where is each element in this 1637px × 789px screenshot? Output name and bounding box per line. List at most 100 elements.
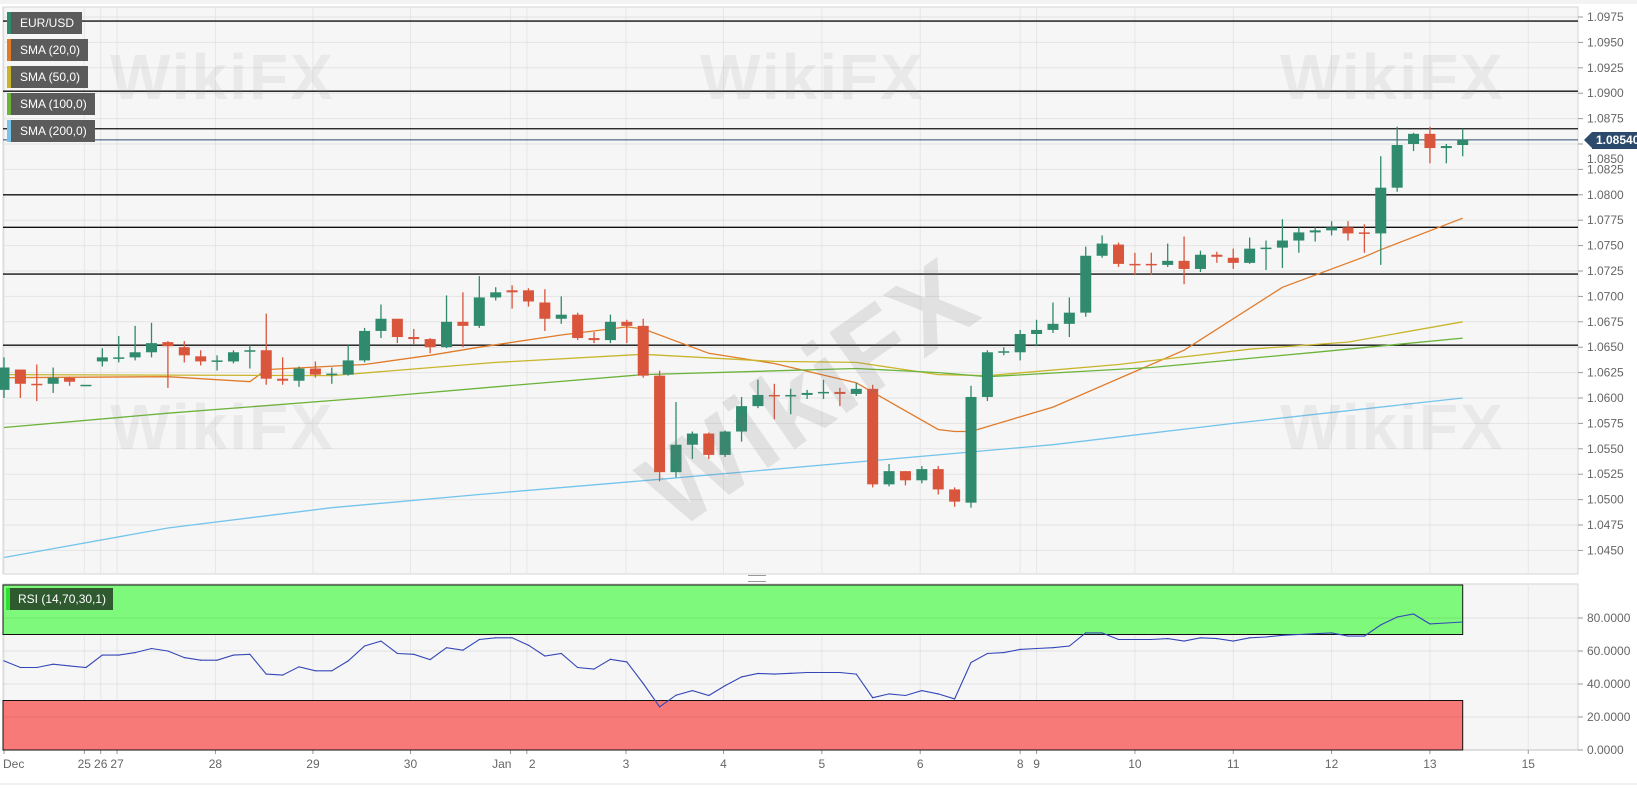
x-tick-label: 5: [819, 757, 826, 771]
rsi-point: [314, 670, 317, 672]
rsi-point: [363, 645, 366, 647]
rsi-point: [839, 671, 841, 674]
rsi-point: [1396, 616, 1398, 618]
candle-down: [31, 383, 43, 386]
legend-sma-200[interactable]: SMA (200,0): [7, 120, 95, 142]
candle-up: [850, 388, 862, 394]
legend-sma-20[interactable]: SMA (20,0): [7, 39, 89, 61]
rsi-point: [1134, 638, 1136, 641]
rsi-point: [1183, 640, 1185, 642]
top-strip: [0, 0, 1637, 4]
rsi-tick-label: 60.0000: [1587, 644, 1631, 658]
sma-line-100: [3, 337, 1463, 429]
candle-up: [1096, 243, 1108, 256]
candle-up: [211, 360, 223, 362]
candle-up: [1162, 260, 1174, 265]
legend-label: SMA (100,0): [20, 97, 87, 111]
rsi-point: [478, 638, 480, 641]
rsi-point: [150, 647, 153, 650]
rsi-point: [1199, 637, 1202, 639]
candle-up: [47, 377, 59, 384]
candle-up: [883, 471, 895, 485]
candle-up: [326, 373, 338, 376]
sma-line-50: [3, 321, 1463, 377]
rsi-point: [822, 671, 825, 674]
candle-up: [1391, 145, 1403, 188]
y-tick-label: 1.0750: [1587, 239, 1624, 253]
rsi-point: [954, 698, 956, 700]
rsi-point: [921, 690, 923, 692]
rsi-line: [3, 613, 1463, 708]
candle-up: [818, 391, 829, 394]
x-tick-label: 10: [1128, 757, 1142, 771]
y-tick-label: 1.0575: [1587, 416, 1624, 430]
candle-up: [1194, 254, 1206, 269]
candle-down: [637, 325, 649, 376]
candle-down: [932, 469, 944, 490]
rsi-point: [740, 676, 743, 678]
y-tick-label: 1.0850: [1587, 152, 1624, 166]
candle-up: [227, 352, 239, 362]
candle-up: [752, 394, 764, 407]
legend-eurusd[interactable]: EUR/USD: [7, 12, 83, 34]
candle-up: [686, 433, 698, 445]
rsi-point: [1265, 636, 1267, 638]
x-tick-label: 12: [1325, 757, 1339, 771]
legend-rsi[interactable]: RSI (14,70,30,1): [6, 588, 114, 610]
rsi-point: [282, 674, 284, 676]
rsi-point: [1101, 632, 1103, 634]
candle-down: [1145, 263, 1157, 266]
candle-up: [785, 394, 797, 397]
y-tick-label: 1.0800: [1587, 188, 1624, 202]
y-tick-label: 1.0950: [1587, 35, 1624, 49]
candle-down: [522, 290, 534, 302]
rsi-point: [1249, 637, 1251, 639]
x-tick-label: 25: [78, 757, 92, 771]
candle-down: [949, 489, 961, 502]
rsi-point: [1380, 624, 1382, 626]
x-tick-label: 9: [1033, 757, 1040, 771]
x-tick-label: Jan: [492, 757, 511, 771]
rsi-point: [380, 640, 382, 642]
x-tick-label: 15: [1522, 757, 1536, 771]
y-tick-label: 1.0625: [1587, 366, 1624, 380]
x-tick-label: Dec: [3, 757, 24, 771]
candle-up: [1408, 133, 1420, 144]
candle-up: [1063, 312, 1075, 324]
candle-up: [916, 469, 928, 481]
candle-up: [981, 352, 993, 397]
rsi-point: [1232, 640, 1234, 642]
rsi-point: [790, 672, 792, 674]
rsi-point: [855, 673, 857, 675]
candle-up: [604, 321, 616, 341]
rsi-point: [1363, 635, 1365, 637]
rsi-point: [609, 658, 612, 660]
candle-down: [309, 368, 321, 375]
rsi-point: [216, 659, 218, 661]
rsi-point: [118, 654, 120, 656]
rsi-point: [970, 661, 972, 664]
candle-up: [1047, 323, 1059, 330]
x-tick-label: 6: [917, 757, 924, 771]
candle-down: [1178, 260, 1190, 269]
candle-up: [359, 330, 371, 361]
candle-up: [998, 351, 1010, 353]
x-tick-label: 30: [404, 757, 418, 771]
panel-resize-handle[interactable]: [748, 575, 766, 582]
rsi-point: [68, 665, 71, 667]
legend-label: SMA (20,0): [20, 43, 81, 57]
legend-sma-100[interactable]: SMA (100,0): [7, 93, 95, 115]
oversold-zone: [2, 700, 1464, 751]
rsi-point: [1330, 632, 1333, 634]
rsi-point: [1314, 633, 1316, 635]
rsi-point: [1281, 634, 1284, 636]
candle-down: [572, 314, 584, 339]
candle-down: [277, 378, 289, 381]
x-tick-label: 26: [94, 757, 108, 771]
candle-down: [424, 339, 436, 348]
candle-up: [441, 321, 453, 348]
candle-up: [80, 384, 92, 387]
legend-sma-50[interactable]: SMA (50,0): [7, 66, 89, 88]
x-tick-label: 2: [529, 757, 536, 771]
